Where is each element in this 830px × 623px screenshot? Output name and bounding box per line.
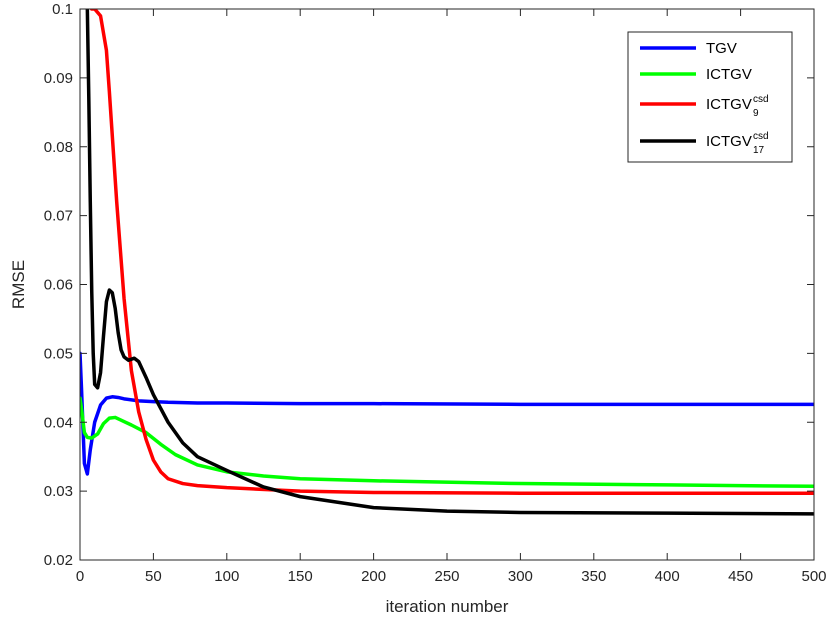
x-tick-label: 450 [728, 568, 753, 585]
y-tick-label: 0.03 [44, 483, 73, 500]
legend-label-superscript: csd [753, 131, 769, 142]
x-tick-label: 0 [76, 568, 84, 585]
axes-layer: 0 50 100 150 200 250 300 350 400 450 500 0.02 0.03 0.… [44, 1, 827, 585]
legend-label: ICTGV [706, 133, 752, 150]
x-tick-label: 50 [145, 568, 162, 585]
series-line-3 [89, 9, 814, 495]
y-tick-label: 0.02 [44, 552, 73, 569]
series-line-4 [85, 9, 814, 516]
series-layer [80, 9, 814, 516]
y-tick-label: 0.04 [44, 414, 73, 431]
legend-label-subscript: 17 [753, 145, 765, 156]
x-tick-label: 300 [508, 568, 533, 585]
legend-label: TGV [706, 40, 737, 57]
series-line-2 [80, 396, 814, 489]
x-tick-label: 350 [581, 568, 606, 585]
x-tick-label: 250 [434, 568, 459, 585]
y-tick-label: 0.05 [44, 345, 73, 362]
y-tick-label: 0.06 [44, 277, 73, 294]
x-axis-label: iteration number [386, 597, 509, 616]
y-tick-label: 0.08 [44, 139, 73, 156]
legend-label: ICTGV [706, 96, 752, 113]
y-tick-label: 0.07 [44, 208, 73, 225]
x-tick-label: 150 [288, 568, 313, 585]
y-tick-label: 0.09 [44, 70, 73, 87]
y-tick-label: 0.1 [52, 1, 73, 18]
x-tick-label: 100 [214, 568, 239, 585]
y-axis-label: RMSE [9, 260, 28, 309]
x-tick-label: 500 [801, 568, 826, 585]
legend-label-superscript: csd [753, 94, 769, 105]
legend-label-subscript: 9 [753, 108, 759, 119]
x-tick-label: 200 [361, 568, 386, 585]
x-tick-label: 400 [655, 568, 680, 585]
series-line-1 [80, 351, 814, 476]
legend-label: ICTGV [706, 66, 752, 83]
